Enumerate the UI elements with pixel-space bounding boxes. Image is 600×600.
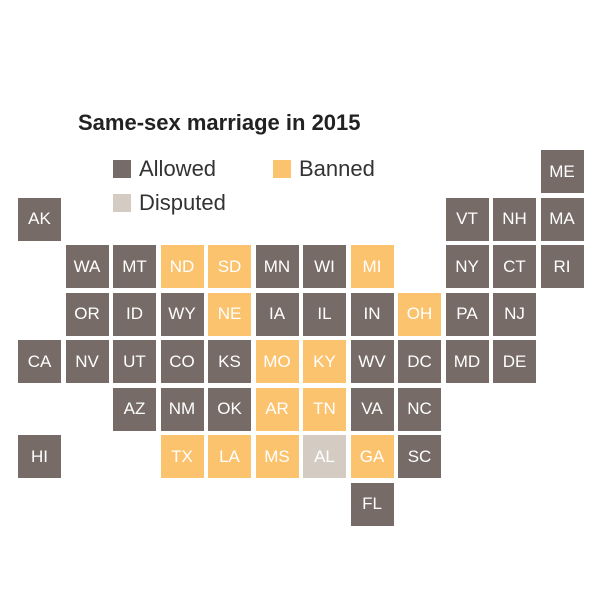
map-title: Same-sex marriage in 2015 (78, 110, 361, 135)
legend-label-disputed: Disputed (139, 190, 226, 215)
state-tile-nm: NM (160, 387, 204, 431)
state-tile-ny: NY (445, 245, 489, 288)
state-tile-ks: KS (208, 340, 251, 383)
state-tile-nh: NH (493, 197, 536, 241)
legend-swatch-allowed (113, 160, 131, 178)
state-tile-wv: WV (350, 340, 394, 383)
state-tile-wy: WY (160, 292, 204, 336)
legend-item-allowed: Allowed (113, 156, 216, 182)
state-tile-hi: HI (18, 435, 61, 478)
state-tile-ky: KY (303, 340, 346, 383)
state-tile-in: IN (350, 292, 394, 336)
state-tile-nj: NJ (493, 292, 536, 336)
state-tile-wa: WA (65, 245, 109, 288)
state-tile-wi: WI (303, 245, 346, 288)
state-tile-al: AL (303, 435, 346, 478)
legend-label-allowed: Allowed (139, 156, 217, 181)
legend-item-banned: Banned (273, 156, 375, 182)
state-tile-nc: NC (398, 387, 441, 431)
state-tile-vt: VT (445, 197, 489, 241)
state-tile-dc: DC (398, 340, 441, 383)
legend-label-banned: Banned (299, 156, 375, 181)
state-tile-md: MD (445, 340, 489, 383)
state-tile-sc: SC (398, 435, 441, 478)
state-tile-az: AZ (113, 387, 156, 431)
state-tile-tn: TN (303, 387, 346, 431)
legend-swatch-disputed (113, 194, 131, 212)
state-tile-mt: MT (113, 245, 156, 288)
state-tile-sd: SD (208, 245, 251, 288)
state-tile-ar: AR (255, 387, 299, 431)
state-tile-mo: MO (255, 340, 299, 383)
state-tile-nd: ND (160, 245, 204, 288)
state-tile-va: VA (350, 387, 394, 431)
state-tile-mi: MI (350, 245, 394, 288)
state-tile-ma: MA (540, 197, 584, 241)
state-tile-oh: OH (398, 292, 441, 336)
state-tile-fl: FL (350, 482, 394, 526)
state-tile-pa: PA (445, 292, 489, 336)
legend-swatch-banned (273, 160, 291, 178)
legend-item-disputed: Disputed (113, 190, 226, 216)
state-tile-ri: RI (540, 245, 584, 288)
state-tile-ak: AK (18, 197, 61, 241)
state-tile-tx: TX (160, 435, 204, 478)
state-tile-mn: MN (255, 245, 299, 288)
state-tile-ct: CT (493, 245, 536, 288)
state-tile-ga: GA (350, 435, 394, 478)
state-tile-ne: NE (208, 292, 251, 336)
state-tile-de: DE (493, 340, 536, 383)
state-tile-ms: MS (255, 435, 299, 478)
state-tile-ut: UT (113, 340, 156, 383)
state-tile-ca: CA (18, 340, 61, 383)
state-tile-nv: NV (65, 340, 109, 383)
state-tile-or: OR (65, 292, 109, 336)
state-tile-me: ME (540, 150, 584, 193)
state-tile-ia: IA (255, 292, 299, 336)
state-tile-il: IL (303, 292, 346, 336)
state-tile-ok: OK (208, 387, 251, 431)
state-tile-id: ID (113, 292, 156, 336)
state-tile-co: CO (160, 340, 204, 383)
state-tile-la: LA (208, 435, 251, 478)
